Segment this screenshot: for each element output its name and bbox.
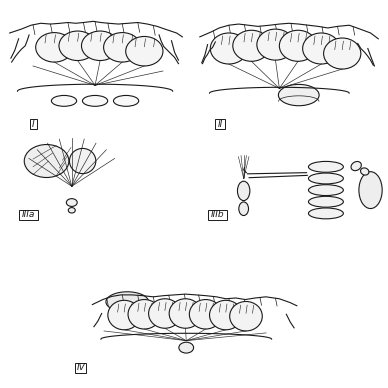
Ellipse shape [36, 33, 73, 62]
Text: I: I [32, 120, 35, 129]
Text: IIIb: IIIb [211, 210, 225, 219]
Ellipse shape [59, 31, 96, 61]
Ellipse shape [106, 292, 149, 312]
Ellipse shape [68, 208, 75, 213]
Ellipse shape [210, 33, 248, 64]
Ellipse shape [82, 95, 108, 106]
Ellipse shape [308, 173, 343, 184]
Ellipse shape [108, 300, 140, 330]
Ellipse shape [104, 33, 141, 62]
Ellipse shape [303, 33, 340, 64]
Ellipse shape [114, 95, 139, 106]
Text: II: II [217, 120, 223, 129]
Ellipse shape [308, 185, 343, 196]
Ellipse shape [210, 300, 242, 330]
Ellipse shape [169, 299, 202, 328]
Ellipse shape [360, 168, 369, 175]
Ellipse shape [279, 30, 317, 61]
Ellipse shape [24, 144, 69, 178]
Bar [215, 119, 225, 129]
Ellipse shape [308, 208, 343, 219]
Ellipse shape [230, 301, 262, 331]
Bar [75, 363, 86, 373]
Ellipse shape [308, 161, 343, 172]
Ellipse shape [239, 202, 248, 216]
Ellipse shape [257, 29, 294, 60]
Ellipse shape [128, 300, 161, 329]
Ellipse shape [69, 148, 96, 174]
Ellipse shape [324, 38, 361, 69]
Ellipse shape [359, 171, 382, 209]
Bar [30, 119, 37, 129]
Ellipse shape [66, 199, 77, 206]
Text: IV: IV [76, 363, 85, 372]
Ellipse shape [179, 342, 194, 353]
Ellipse shape [189, 300, 222, 329]
Ellipse shape [308, 196, 343, 207]
Ellipse shape [81, 31, 119, 61]
Ellipse shape [51, 95, 76, 106]
Ellipse shape [233, 30, 270, 61]
Bar [208, 210, 227, 220]
Ellipse shape [149, 299, 181, 328]
Ellipse shape [126, 36, 163, 66]
Ellipse shape [237, 181, 250, 201]
Bar [19, 210, 38, 220]
Text: IIIa: IIIa [22, 210, 35, 219]
Ellipse shape [278, 85, 319, 106]
Ellipse shape [351, 161, 361, 171]
